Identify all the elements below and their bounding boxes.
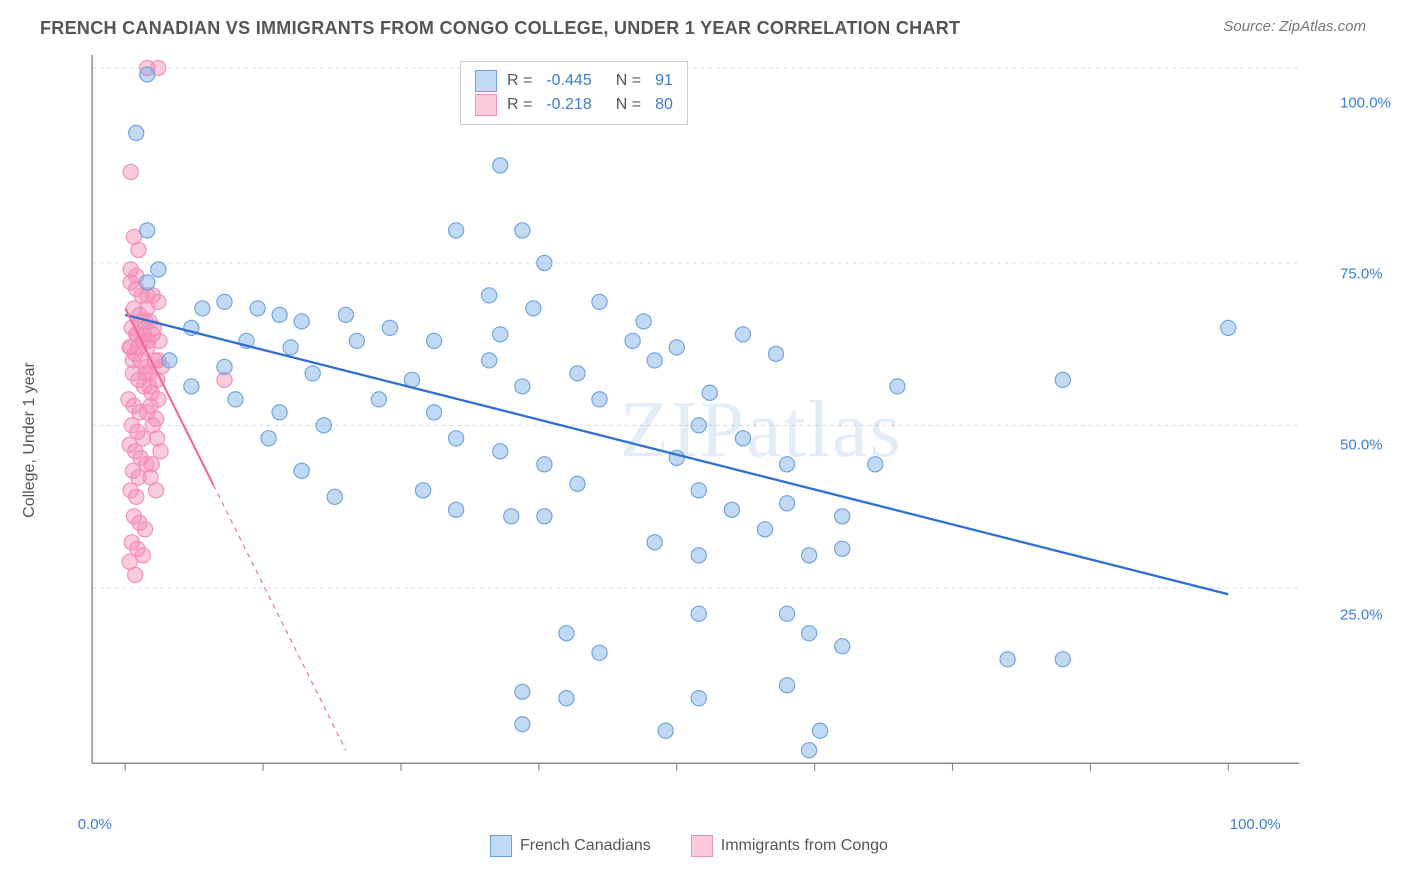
source-link[interactable]: ZipAtlas.com <box>1279 18 1366 35</box>
x-tick-label: 0.0% <box>78 816 112 833</box>
correlation-stats-box: R = -0.445 N = 91 R = -0.218 N = 80 <box>460 61 688 125</box>
stats-r-value: -0.218 <box>546 96 591 114</box>
stats-n-label: N = <box>616 96 641 114</box>
legend-item: Immigrants from Congo <box>691 835 888 857</box>
stats-swatch <box>475 94 497 116</box>
y-tick-label: 25.0% <box>1340 607 1383 624</box>
stats-n-label: N = <box>616 72 641 90</box>
stats-r-label: R = <box>507 96 532 114</box>
y-axis-label: College, Under 1 year <box>21 362 39 518</box>
source: Source: ZipAtlas.com <box>1223 18 1366 35</box>
y-tick-label: 75.0% <box>1340 265 1383 282</box>
legend-label: Immigrants from Congo <box>721 837 888 855</box>
legend-item: French Canadians <box>490 835 651 857</box>
y-tick-label: 50.0% <box>1340 436 1383 453</box>
legend-swatch <box>490 835 512 857</box>
stats-row: R = -0.218 N = 80 <box>475 94 673 116</box>
legend-label: French Canadians <box>520 837 651 855</box>
legend-swatch <box>691 835 713 857</box>
stats-row: R = -0.445 N = 91 <box>475 70 673 92</box>
legend: French Canadians Immigrants from Congo <box>490 835 888 857</box>
stats-n-value: 80 <box>655 96 673 114</box>
header: FRENCH CANADIAN VS IMMIGRANTS FROM CONGO… <box>0 0 1406 39</box>
stats-swatch <box>475 70 497 92</box>
chart-area: College, Under 1 year 0.0%100.0%25.0%50.… <box>60 55 1360 825</box>
x-tick-label: 100.0% <box>1230 816 1281 833</box>
scatter-plot <box>60 55 1360 825</box>
chart-title: FRENCH CANADIAN VS IMMIGRANTS FROM CONGO… <box>40 18 960 39</box>
stats-n-value: 91 <box>655 72 673 90</box>
stats-r-value: -0.445 <box>546 72 591 90</box>
stats-r-label: R = <box>507 72 532 90</box>
source-label: Source: <box>1223 18 1279 35</box>
y-tick-label: 100.0% <box>1340 94 1391 111</box>
